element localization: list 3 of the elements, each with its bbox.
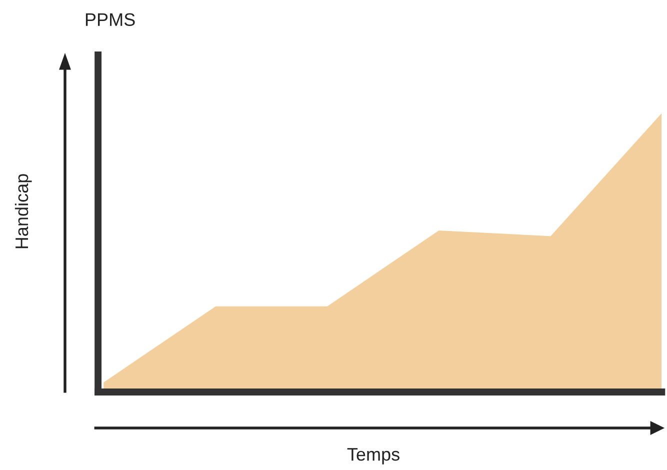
chart-title: PPMS bbox=[86, 13, 135, 26]
x-axis-title: Temps bbox=[347, 448, 400, 464]
y-axis-title: Handicap bbox=[14, 174, 32, 248]
